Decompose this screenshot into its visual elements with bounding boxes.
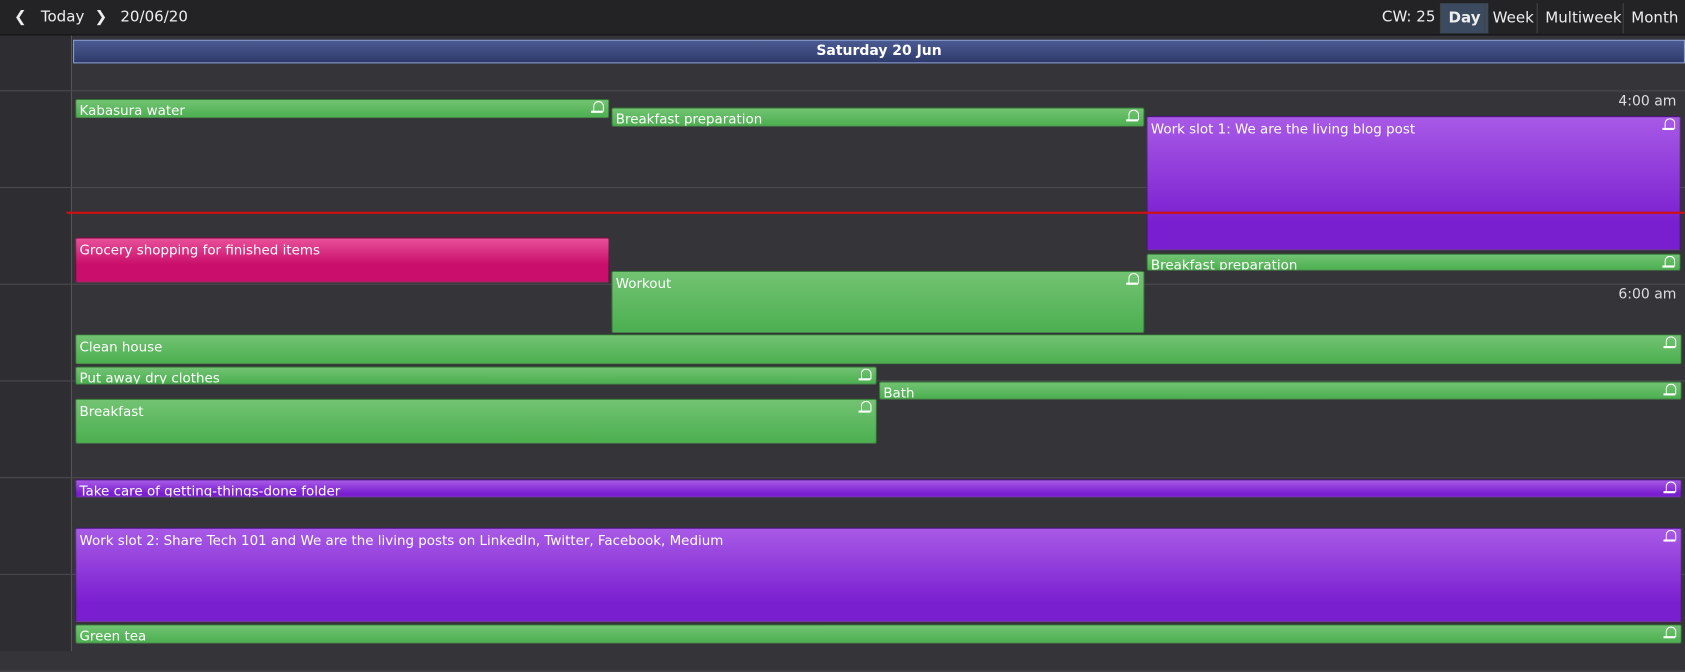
- date-label: 20/06/20: [120, 8, 188, 26]
- time-label: 6:00 am: [1618, 286, 1677, 304]
- event[interactable]: Breakfast preparation: [1146, 253, 1681, 271]
- hour-line: [0, 477, 1685, 479]
- event-title: Take care of getting-things-done folder: [79, 482, 341, 498]
- event[interactable]: Clean house: [75, 334, 1682, 365]
- event[interactable]: Green tea: [75, 624, 1682, 644]
- view-button[interactable]: Day: [1439, 3, 1489, 34]
- event-title: Work slot 2: Share Tech 101 and We are t…: [79, 531, 724, 549]
- reminder-icon: [1663, 529, 1677, 542]
- event[interactable]: Take care of getting-things-done folder: [75, 479, 1682, 498]
- reminder-icon: [1126, 109, 1140, 121]
- event[interactable]: Work slot 1: We are the living blog post: [1146, 116, 1681, 251]
- event[interactable]: Workout: [611, 270, 1145, 334]
- header-separator: [0, 90, 1685, 92]
- event-title: Bath: [883, 384, 915, 400]
- week-label: CW: 25: [1381, 8, 1436, 26]
- reminder-icon: [1662, 255, 1676, 268]
- time-label: 4:00 am: [1618, 93, 1677, 110]
- next-button[interactable]: ❯: [94, 8, 108, 26]
- reminder-icon: [858, 400, 872, 413]
- event-title: Grocery shopping for finished items: [79, 241, 320, 258]
- prev-button[interactable]: ❮: [13, 8, 27, 26]
- event-title: Breakfast: [79, 402, 144, 420]
- event[interactable]: Grocery shopping for finished items: [75, 237, 610, 283]
- event-title: Breakfast preparation: [1150, 256, 1298, 271]
- event-title: Breakfast preparation: [615, 110, 763, 127]
- event[interactable]: Bath: [879, 381, 1682, 400]
- time-gutter: [0, 35, 72, 652]
- reminder-icon: [1663, 383, 1677, 395]
- event[interactable]: Put away dry clothes: [75, 366, 877, 385]
- view-button[interactable]: Week: [1484, 3, 1541, 34]
- event-title: Clean house: [79, 338, 163, 355]
- current-time-line: [66, 211, 1685, 214]
- reminder-icon: [1663, 481, 1677, 493]
- event-title: Put away dry clothes: [79, 369, 220, 385]
- view-button[interactable]: Multiweek: [1536, 3, 1629, 34]
- hour-line: [0, 670, 1685, 672]
- reminder-icon: [1126, 272, 1140, 285]
- event[interactable]: Breakfast preparation: [611, 107, 1145, 127]
- event[interactable]: Breakfast: [75, 398, 877, 444]
- event-title: Green tea: [79, 627, 147, 644]
- view-button[interactable]: Month: [1622, 3, 1685, 34]
- hour-line: [0, 186, 1685, 189]
- reminder-icon: [1662, 118, 1676, 130]
- reminder-icon: [858, 368, 872, 380]
- reminder-icon: [1663, 626, 1677, 638]
- day-header: Saturday 20 Jun: [73, 39, 1685, 64]
- event-title: Workout: [615, 275, 672, 292]
- event[interactable]: Kabasura water: [75, 98, 610, 119]
- today-button[interactable]: Today: [40, 8, 85, 26]
- event-title: Kabasura water: [79, 102, 185, 119]
- reminder-icon: [591, 101, 604, 113]
- toolbar: ❮ Today ❯ 20/06/20 CW: 25 Day Week Multi…: [0, 0, 1685, 36]
- event-title: Work slot 1: We are the living blog post: [1150, 120, 1416, 137]
- reminder-icon: [1663, 336, 1677, 348]
- event[interactable]: Work slot 2: Share Tech 101 and We are t…: [75, 527, 1682, 623]
